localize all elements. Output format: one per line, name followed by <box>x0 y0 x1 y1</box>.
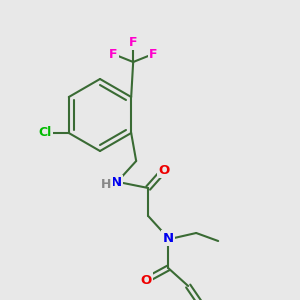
Text: N: N <box>111 176 122 190</box>
Text: N: N <box>163 232 174 244</box>
Text: F: F <box>149 47 158 61</box>
Text: O: O <box>159 164 170 176</box>
Text: F: F <box>109 47 117 61</box>
Text: O: O <box>141 274 152 286</box>
Text: Cl: Cl <box>38 127 51 140</box>
Text: F: F <box>129 35 137 49</box>
Text: H: H <box>101 178 111 191</box>
